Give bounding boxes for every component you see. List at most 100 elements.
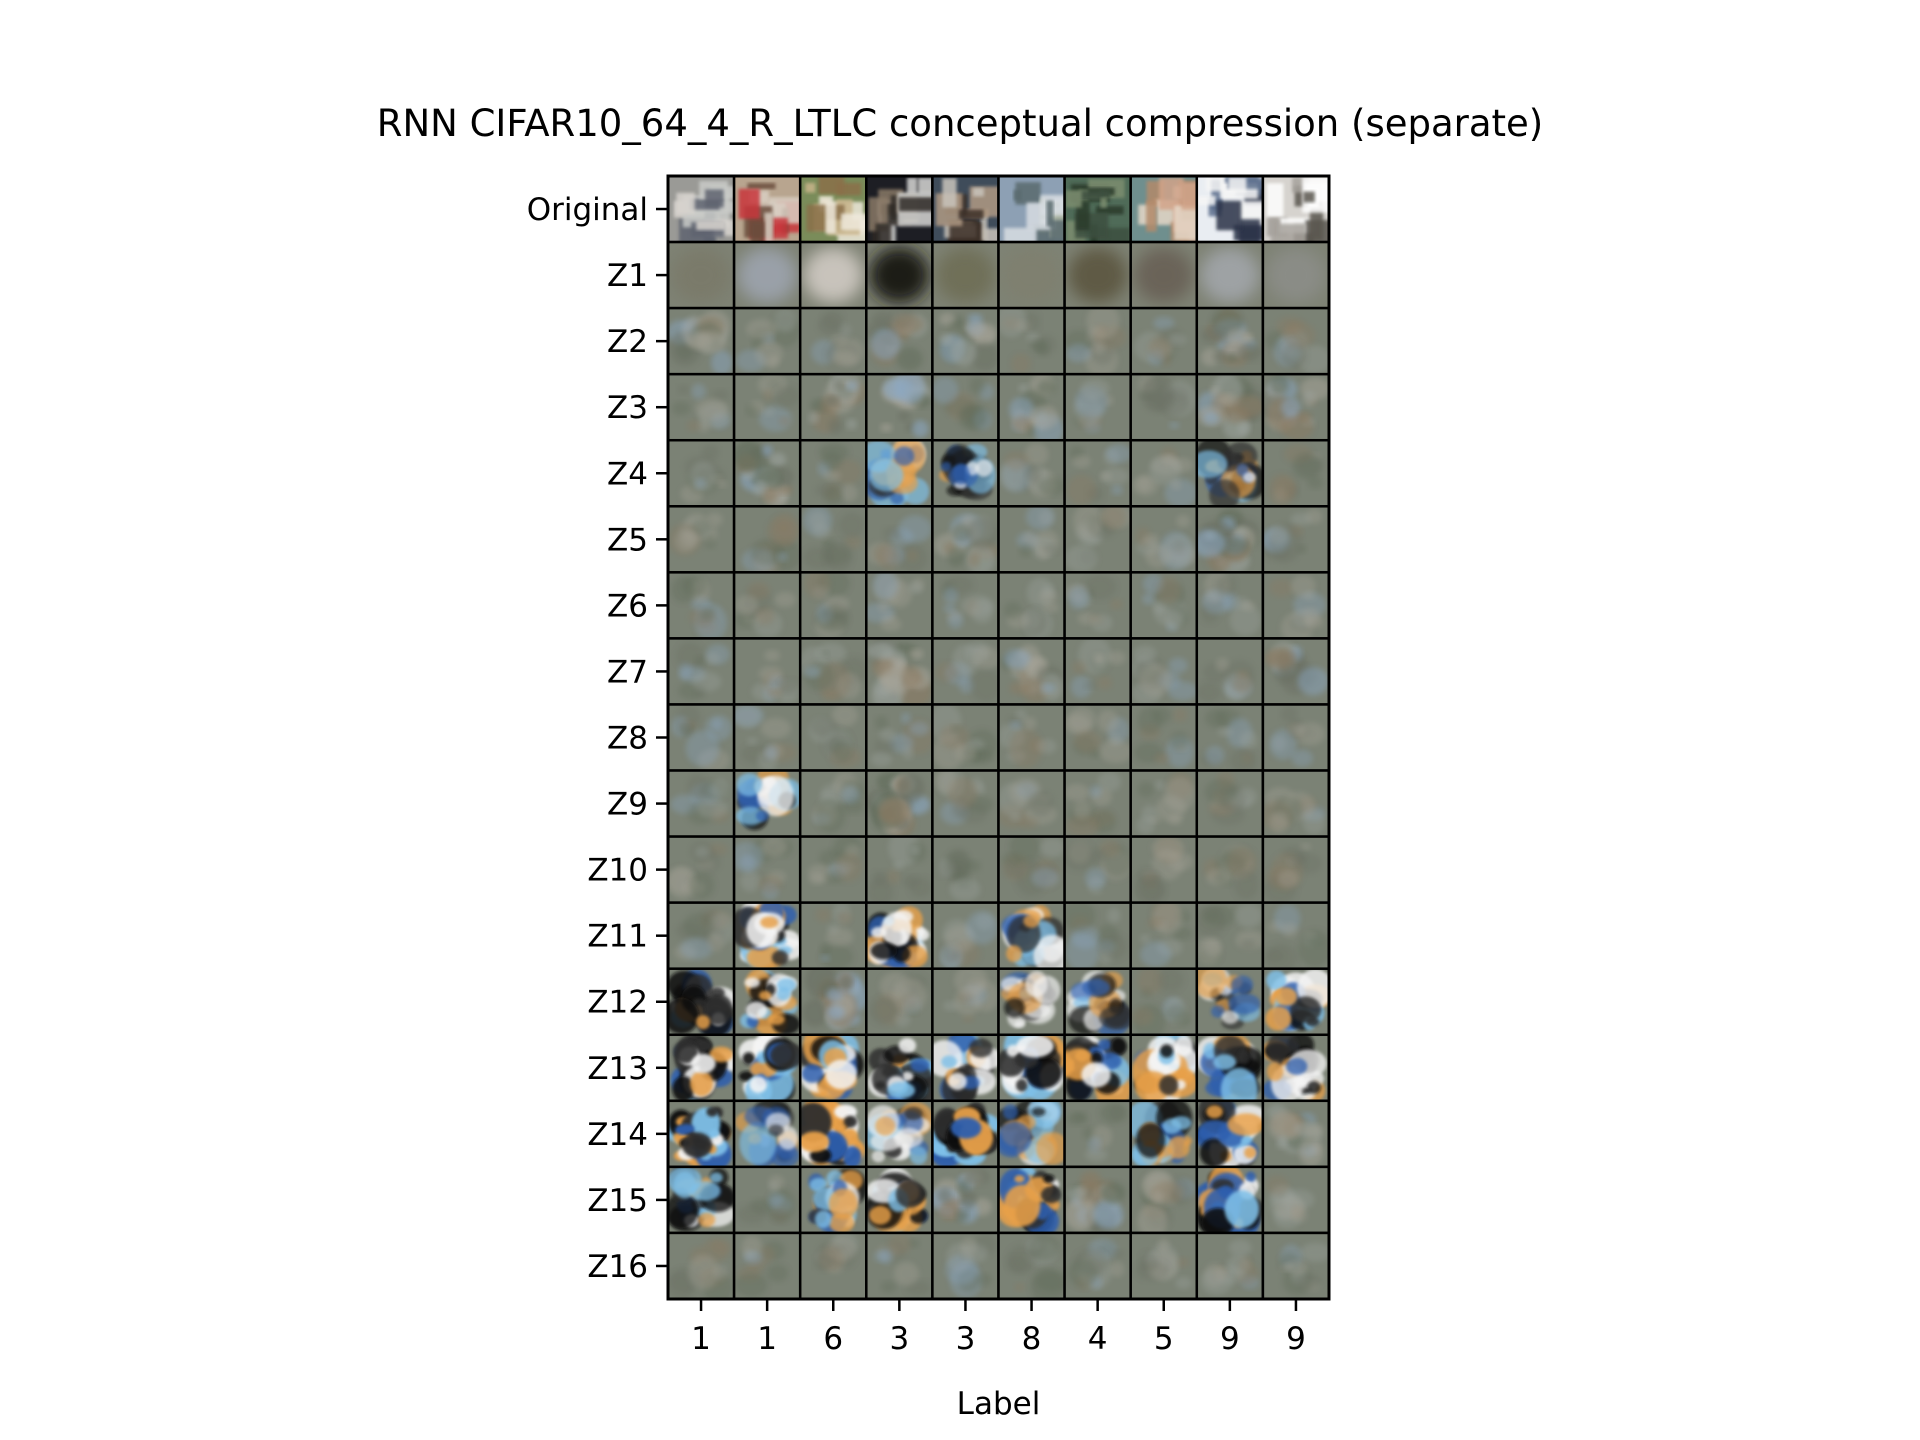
cell-r2-c0: [666, 306, 736, 376]
cell-r7-c9: [1261, 637, 1331, 706]
cell-r16-c2: [798, 1231, 868, 1301]
cell-r10-c2: [798, 835, 868, 904]
cell-r13-c6: [1063, 1033, 1132, 1103]
cell-r0-c3: [865, 174, 934, 244]
cell-r12-c8: [1195, 967, 1265, 1037]
cell-r4-c6: [1063, 438, 1132, 508]
cell-r13-c2: [798, 1033, 868, 1103]
cell-r3-c1: [732, 372, 802, 442]
cell-r13-c1: [732, 1033, 802, 1103]
cell-r10-c7: [1129, 835, 1199, 904]
cell-r5-c4: [931, 505, 1000, 574]
cell-r16-c6: [1063, 1231, 1132, 1301]
cell-r2-c1: [732, 306, 802, 376]
x-tick-label-5: 8: [1022, 1321, 1042, 1357]
cell-r6-c1: [732, 571, 802, 640]
cell-r7-c0: [666, 637, 736, 706]
cell-r6-c7: [1129, 571, 1199, 640]
cell-r13-c5: [997, 1033, 1066, 1103]
cell-r11-c8: [1195, 901, 1265, 970]
y-tick-label-8: Z8: [607, 721, 648, 757]
cell-r10-c9: [1261, 835, 1331, 904]
cell-r16-c8: [1195, 1231, 1265, 1301]
cell-r16-c3: [865, 1231, 934, 1301]
cell-r14-c0: [666, 1099, 736, 1169]
cell-r12-c0: [666, 967, 736, 1037]
cell-r8-c8: [1195, 703, 1265, 772]
cell-r16-c9: [1261, 1231, 1331, 1301]
cell-r3-c8: [1195, 372, 1265, 442]
y-tick-label-12: Z12: [587, 985, 648, 1021]
cell-r11-c2: [798, 901, 868, 970]
cell-r7-c1: [732, 637, 802, 706]
cell-r3-c4: [931, 372, 1000, 442]
cell-r4-c0: [666, 438, 736, 508]
cell-r9-c4: [931, 769, 1000, 838]
cell-r0-c7: [1129, 174, 1199, 244]
cell-r9-c6: [1063, 769, 1132, 838]
cell-r1-c4: [931, 240, 1000, 310]
cell-r13-c4: [931, 1033, 1000, 1103]
cell-r14-c8: [1195, 1099, 1265, 1169]
x-tick-label-2: 6: [823, 1321, 843, 1357]
cell-r9-c2: [798, 769, 868, 838]
cell-r15-c1: [732, 1165, 802, 1235]
x-tick-label-0: 1: [691, 1321, 711, 1357]
cell-r15-c2: [798, 1165, 868, 1235]
cell-r2-c4: [931, 306, 1000, 376]
cell-r15-c7: [1129, 1165, 1199, 1235]
cell-r9-c3: [865, 769, 934, 838]
y-tick-label-0: Original: [527, 192, 648, 228]
y-tick-label-14: Z14: [587, 1117, 648, 1153]
cell-r12-c9: [1261, 967, 1331, 1037]
cell-r4-c1: [732, 438, 802, 508]
y-tick-label-16: Z16: [587, 1249, 648, 1285]
cell-r16-c0: [666, 1231, 736, 1301]
cell-r7-c2: [798, 637, 868, 706]
cell-r1-c6: [1063, 240, 1132, 310]
cell-r3-c7: [1129, 372, 1199, 442]
cell-r11-c5: [997, 901, 1066, 970]
cell-r6-c3: [865, 571, 934, 640]
cell-r5-c5: [997, 505, 1066, 574]
y-tick-label-15: Z15: [587, 1183, 648, 1219]
cell-r9-c9: [1261, 769, 1331, 838]
cell-r8-c6: [1063, 703, 1132, 772]
cell-r3-c2: [798, 372, 868, 442]
cell-r8-c1: [732, 703, 802, 772]
cell-r16-c4: [931, 1231, 1000, 1301]
y-tick-label-5: Z5: [607, 522, 648, 558]
cell-r8-c2: [798, 703, 868, 772]
cell-r6-c6: [1063, 571, 1132, 640]
cell-r13-c3: [865, 1033, 934, 1103]
cell-r12-c3: [865, 967, 934, 1037]
cell-r14-c2: [798, 1099, 868, 1169]
cell-r15-c8: [1195, 1165, 1265, 1235]
x-axis-label: Label: [956, 1386, 1041, 1422]
cell-r15-c3: [865, 1165, 934, 1235]
y-tick-label-11: Z11: [587, 919, 648, 955]
cell-r5-c1: [732, 505, 802, 574]
cell-r1-c9: [1261, 240, 1331, 310]
y-tick-label-2: Z2: [607, 324, 648, 360]
y-tick-label-10: Z10: [587, 853, 648, 889]
cell-r16-c5: [997, 1231, 1066, 1301]
cell-r4-c4: [931, 438, 1000, 508]
cell-r8-c3: [865, 703, 934, 772]
y-tick-label-4: Z4: [607, 456, 648, 492]
cell-r3-c6: [1063, 372, 1132, 442]
cell-r7-c3: [865, 637, 934, 706]
cell-r13-c0: [666, 1033, 736, 1103]
cell-r11-c9: [1261, 901, 1331, 970]
cell-r7-c8: [1195, 637, 1265, 706]
cell-r10-c0: [666, 835, 736, 904]
cell-r14-c4: [931, 1099, 1000, 1169]
cell-r12-c4: [931, 967, 1000, 1037]
cell-r10-c6: [1063, 835, 1132, 904]
x-tick-label-9: 9: [1286, 1321, 1306, 1357]
cell-r14-c6: [1063, 1099, 1132, 1169]
x-tick-label-1: 1: [757, 1321, 777, 1357]
cell-r9-c7: [1129, 769, 1199, 838]
